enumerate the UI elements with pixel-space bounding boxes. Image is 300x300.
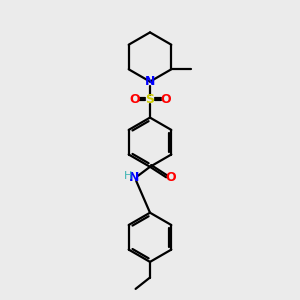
Text: S: S [146,93,154,106]
Text: H: H [124,171,133,181]
Text: N: N [129,171,139,184]
Text: O: O [129,93,140,106]
Text: O: O [160,93,171,106]
Text: N: N [145,75,155,88]
Text: O: O [165,171,176,184]
